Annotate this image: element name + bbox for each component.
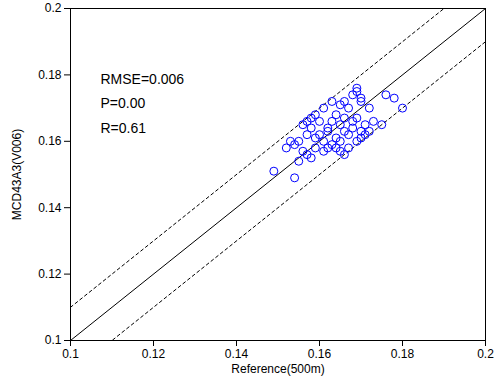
svg-text:0.18: 0.18 [38,68,62,82]
svg-text:0.12: 0.12 [38,267,62,281]
svg-text:0.14: 0.14 [225,347,249,361]
svg-text:0.12: 0.12 [142,347,166,361]
svg-text:0.2: 0.2 [45,1,62,15]
svg-text:Reference(500m): Reference(500m) [231,362,324,376]
svg-text:0.14: 0.14 [38,201,62,215]
svg-text:0.18: 0.18 [391,347,415,361]
svg-text:0.16: 0.16 [38,134,62,148]
svg-text:MCD43A3(V006): MCD43A3(V006) [10,129,24,220]
svg-text:0.16: 0.16 [308,347,332,361]
svg-text:RMSE=0.006P=0.00R=0.61: RMSE=0.006P=0.00R=0.61 [101,71,185,136]
svg-text:0.2: 0.2 [477,347,494,361]
svg-text:0.1: 0.1 [45,333,62,347]
svg-text:0.1: 0.1 [62,347,79,361]
